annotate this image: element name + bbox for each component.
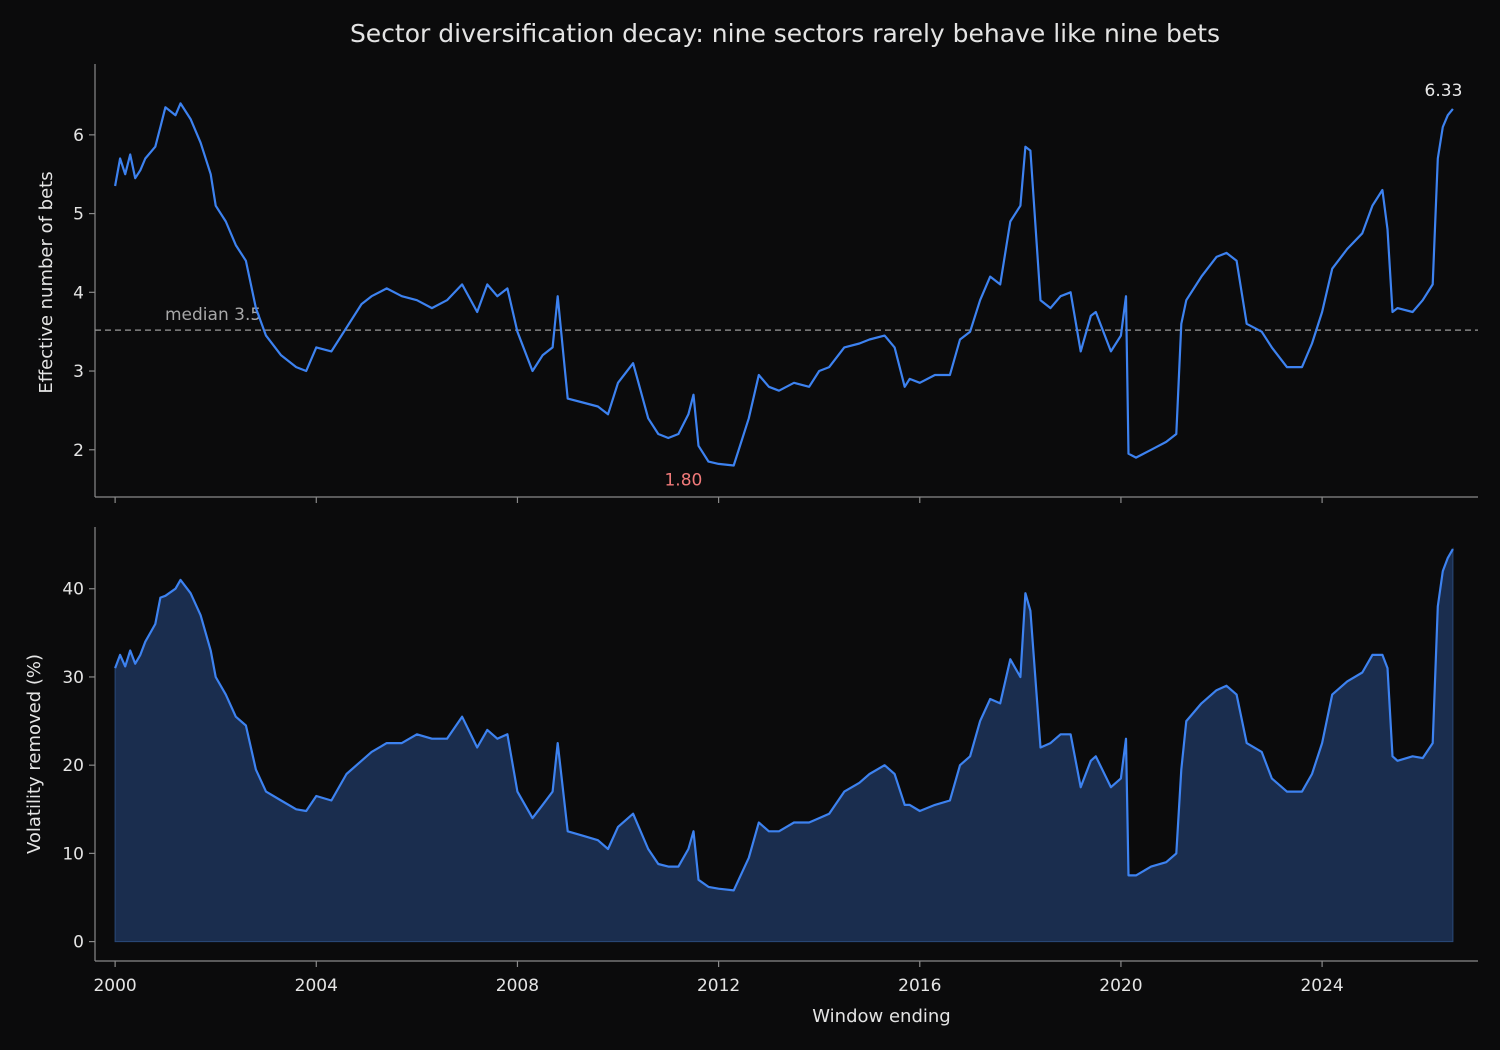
bottom-xtick-label: 2016 (898, 976, 941, 996)
bottom-xtick-label: 2000 (93, 976, 136, 996)
min-annotation: 1.80 (664, 471, 702, 491)
top-ytick-label: 5 (73, 205, 84, 225)
median-label: median 3.5 (165, 305, 261, 325)
volatility-removed-line (114, 548, 1454, 892)
bottom-ytick-label: 0 (73, 933, 84, 953)
top-ytick-label: 2 (73, 441, 84, 461)
bottom-ytick-label: 40 (62, 580, 84, 600)
bottom-xtick-label: 2012 (697, 976, 740, 996)
bottom-xtick-label: 2004 (295, 976, 338, 996)
bottom-ytick-label: 30 (62, 668, 84, 688)
max-annotation: 6.33 (1425, 81, 1463, 101)
top-ytick-label: 4 (73, 283, 84, 303)
top-y-axis-label: Effective number of bets (36, 171, 57, 393)
bottom-xtick-label: 2024 (1300, 976, 1343, 996)
top-panel: 2 3 4 5 6 Effective number of bets median 3.5 1… (36, 64, 1478, 503)
bottom-ytick-label: 20 (62, 756, 84, 776)
bottom-ytick-label: 10 (62, 844, 84, 864)
bottom-panel: 0 10 20 30 40 2000 2004 2008 2012 2016 2020 2024 Win… (24, 527, 1478, 1027)
bottom-xtick-label: 2020 (1099, 976, 1142, 996)
chart-title: Sector diversification decay: nine secto… (350, 19, 1220, 48)
bottom-xtick-label: 2008 (496, 976, 539, 996)
top-ytick-label: 3 (73, 362, 84, 382)
bottom-y-axis-label: Volatility removed (%) (24, 654, 45, 854)
x-axis-label: Window ending (812, 1006, 950, 1027)
effective-bets-line (114, 102, 1454, 467)
top-ytick-label: 6 (73, 126, 84, 146)
